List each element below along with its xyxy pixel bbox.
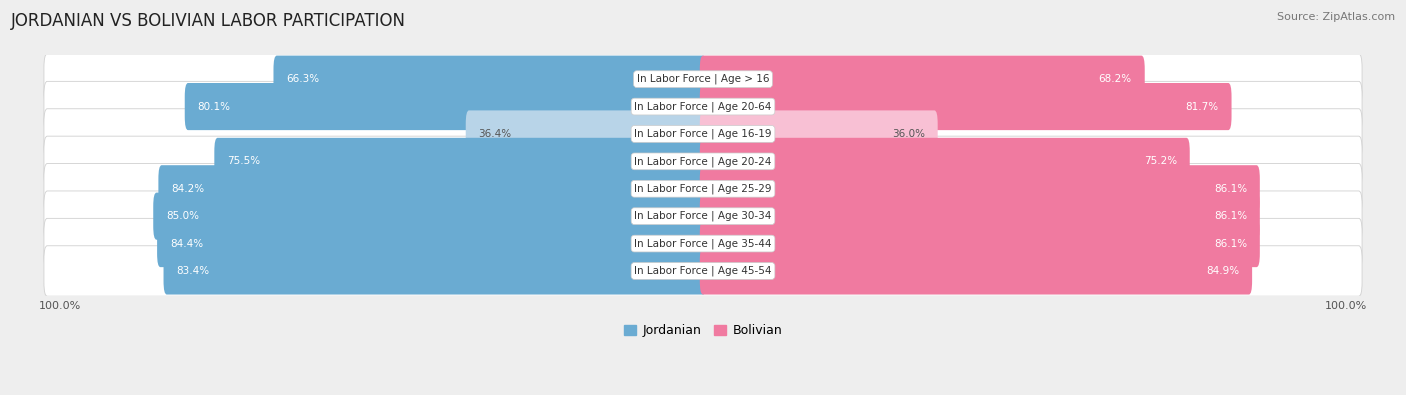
Text: 36.4%: 36.4% [478,129,512,139]
FancyBboxPatch shape [163,247,706,295]
FancyBboxPatch shape [465,110,706,158]
FancyBboxPatch shape [214,138,706,185]
Text: 84.4%: 84.4% [170,239,202,248]
Text: 85.0%: 85.0% [166,211,200,221]
Text: Source: ZipAtlas.com: Source: ZipAtlas.com [1277,12,1395,22]
Text: 84.2%: 84.2% [172,184,204,194]
FancyBboxPatch shape [44,136,1362,186]
Text: 68.2%: 68.2% [1098,74,1132,84]
FancyBboxPatch shape [44,54,1362,104]
Text: 66.3%: 66.3% [287,74,319,84]
FancyBboxPatch shape [44,191,1362,241]
Text: In Labor Force | Age 30-34: In Labor Force | Age 30-34 [634,211,772,222]
Text: 86.1%: 86.1% [1213,211,1247,221]
Text: In Labor Force | Age > 16: In Labor Force | Age > 16 [637,74,769,85]
FancyBboxPatch shape [184,83,706,130]
Text: In Labor Force | Age 35-44: In Labor Force | Age 35-44 [634,238,772,249]
FancyBboxPatch shape [44,109,1362,159]
Text: 86.1%: 86.1% [1213,184,1247,194]
FancyBboxPatch shape [159,165,706,213]
Text: 80.1%: 80.1% [198,102,231,111]
Text: 75.5%: 75.5% [228,156,260,166]
FancyBboxPatch shape [44,246,1362,296]
Text: In Labor Force | Age 20-64: In Labor Force | Age 20-64 [634,101,772,112]
FancyBboxPatch shape [700,138,1189,185]
Text: In Labor Force | Age 16-19: In Labor Force | Age 16-19 [634,129,772,139]
Text: 81.7%: 81.7% [1185,102,1219,111]
Text: 83.4%: 83.4% [176,266,209,276]
Text: 36.0%: 36.0% [891,129,925,139]
FancyBboxPatch shape [44,164,1362,214]
FancyBboxPatch shape [700,110,938,158]
Text: In Labor Force | Age 25-29: In Labor Force | Age 25-29 [634,184,772,194]
FancyBboxPatch shape [700,83,1232,130]
Text: 84.9%: 84.9% [1206,266,1239,276]
Text: 86.1%: 86.1% [1213,239,1247,248]
FancyBboxPatch shape [700,165,1260,213]
FancyBboxPatch shape [44,81,1362,132]
FancyBboxPatch shape [700,56,1144,103]
Text: JORDANIAN VS BOLIVIAN LABOR PARTICIPATION: JORDANIAN VS BOLIVIAN LABOR PARTICIPATIO… [11,12,406,30]
FancyBboxPatch shape [700,193,1260,240]
FancyBboxPatch shape [700,220,1260,267]
FancyBboxPatch shape [153,193,706,240]
FancyBboxPatch shape [274,56,706,103]
FancyBboxPatch shape [44,218,1362,269]
FancyBboxPatch shape [157,220,706,267]
Text: 75.2%: 75.2% [1143,156,1177,166]
Text: In Labor Force | Age 45-54: In Labor Force | Age 45-54 [634,266,772,276]
Legend: Jordanian, Bolivian: Jordanian, Bolivian [619,320,787,342]
Text: In Labor Force | Age 20-24: In Labor Force | Age 20-24 [634,156,772,167]
FancyBboxPatch shape [700,247,1253,295]
